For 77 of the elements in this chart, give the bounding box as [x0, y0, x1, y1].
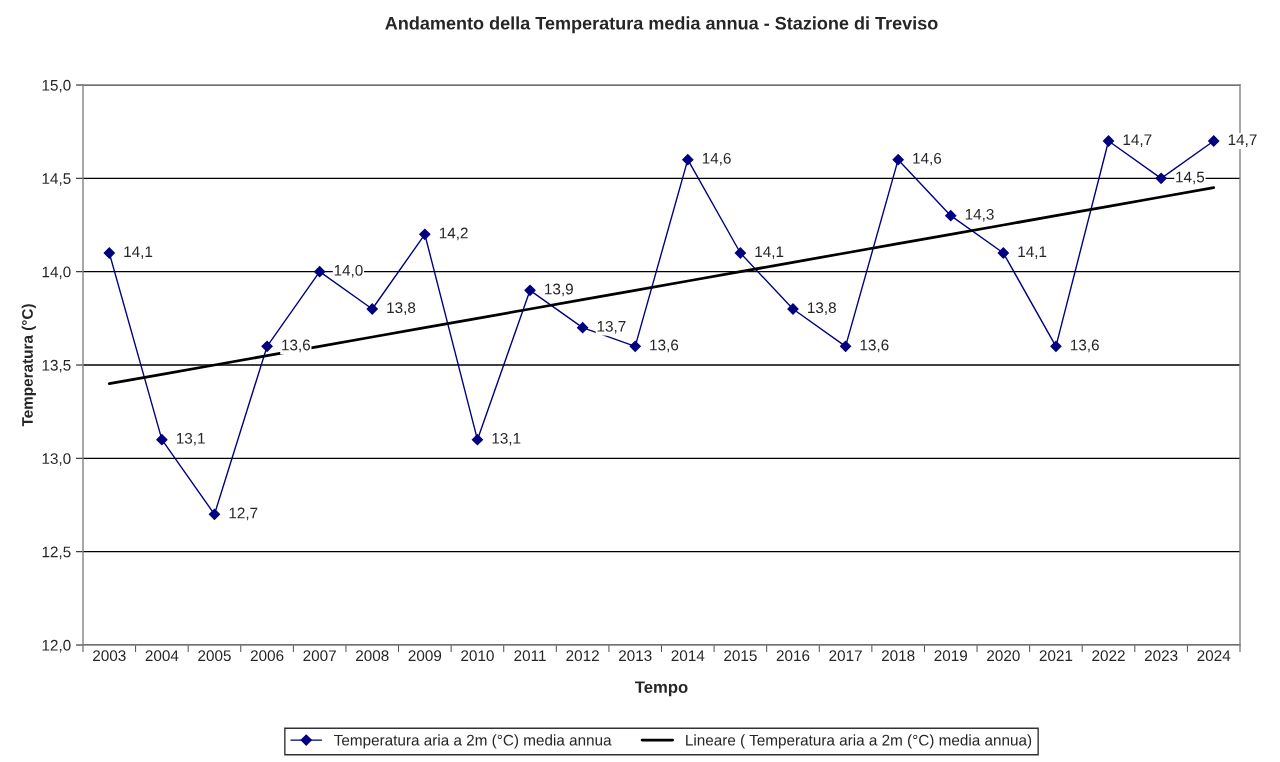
y-tick-label: 12,5 — [42, 546, 71, 560]
data-label: 13,6 — [1070, 339, 1099, 353]
data-label: 14,0 — [334, 264, 363, 278]
point — [156, 434, 168, 446]
data-label: 13,6 — [860, 339, 889, 353]
data-label: 14,1 — [1018, 246, 1047, 259]
point — [524, 284, 536, 296]
x-tick-label: 2010 — [461, 650, 494, 662]
x-axis-title: Tempo — [634, 681, 688, 697]
point — [734, 247, 746, 259]
data-label: 14,6 — [702, 152, 731, 166]
y-tick-label: 15,0 — [42, 79, 71, 93]
x-tick-label: 2012 — [566, 650, 599, 662]
point — [997, 247, 1009, 259]
data-label: 14,3 — [965, 208, 994, 222]
x-tick-label: 2005 — [198, 650, 231, 662]
point — [1050, 340, 1062, 352]
point — [629, 340, 641, 352]
data-label: 13,1 — [492, 432, 521, 446]
legend-label: Temperatura aria a 2m (°C) media annua — [334, 734, 612, 749]
x-tick-label: 2006 — [250, 650, 284, 662]
y-tick-label: 13,0 — [42, 453, 71, 466]
point — [419, 228, 431, 240]
x-tick-label: 2008 — [356, 650, 389, 662]
point — [103, 247, 115, 259]
point — [1208, 135, 1220, 147]
data-label: 13,8 — [808, 302, 836, 315]
data-label: 14,5 — [1176, 171, 1205, 185]
y-axis-title: Temperatura (°C) — [21, 304, 36, 427]
data-label: 13,9 — [545, 283, 573, 297]
x-tick-label: 2021 — [1039, 650, 1073, 662]
x-tick-label: 2003 — [93, 650, 126, 662]
y-tick-label: 14,5 — [42, 173, 71, 186]
point — [1155, 172, 1167, 184]
point — [366, 303, 378, 315]
data-label: 13,8 — [387, 302, 416, 315]
point — [945, 210, 957, 222]
x-tick-label: 2020 — [987, 650, 1020, 662]
x-tick-label: 2011 — [514, 650, 546, 662]
x-tick-label: 2017 — [829, 650, 862, 662]
legend-label: Lineare ( Temperatura aria a 2m (°C) media annua) — [686, 734, 1032, 749]
data-label: 14,6 — [913, 152, 942, 166]
point — [682, 154, 694, 166]
x-tick-label: 2014 — [671, 650, 705, 662]
x-tick-label: 2013 — [618, 650, 652, 662]
data-label: 13,7 — [597, 320, 626, 334]
data-label: 14,1 — [124, 246, 153, 259]
x-tick-label: 2007 — [303, 650, 336, 662]
chart-title: Andamento della Temperatura media annua - Stazione di Treviso — [385, 16, 938, 34]
y-tick-label: 13,5 — [42, 359, 71, 373]
data-label: 14,1 — [755, 246, 784, 259]
x-tick-label: 2022 — [1092, 650, 1125, 662]
data-label: 13,6 — [282, 339, 311, 353]
point — [208, 508, 221, 520]
x-tick-label: 2004 — [145, 650, 179, 662]
x-tick-label: 2016 — [776, 650, 810, 662]
data-label: 14,7 — [1228, 134, 1257, 147]
point — [261, 340, 273, 352]
data-label: 13,1 — [176, 432, 205, 446]
data-label: 13,6 — [650, 339, 679, 353]
x-tick-label: 2024 — [1197, 650, 1231, 662]
point — [471, 434, 484, 446]
data-label: 14,2 — [439, 227, 468, 241]
x-tick-label: 2015 — [724, 650, 757, 662]
point — [892, 154, 904, 166]
point — [577, 322, 589, 334]
point — [314, 266, 326, 278]
point — [1102, 135, 1115, 147]
data-label: 14,7 — [1123, 134, 1152, 147]
x-tick-label: 2023 — [1144, 650, 1178, 662]
y-tick-label: 14,0 — [42, 266, 71, 280]
x-tick-label: 2018 — [881, 650, 915, 662]
x-tick-label: 2019 — [934, 650, 968, 662]
x-tick-label: 2009 — [408, 650, 442, 662]
y-tick-label: 12,0 — [42, 639, 71, 653]
data-label: 12,7 — [229, 507, 258, 521]
point — [839, 340, 852, 352]
